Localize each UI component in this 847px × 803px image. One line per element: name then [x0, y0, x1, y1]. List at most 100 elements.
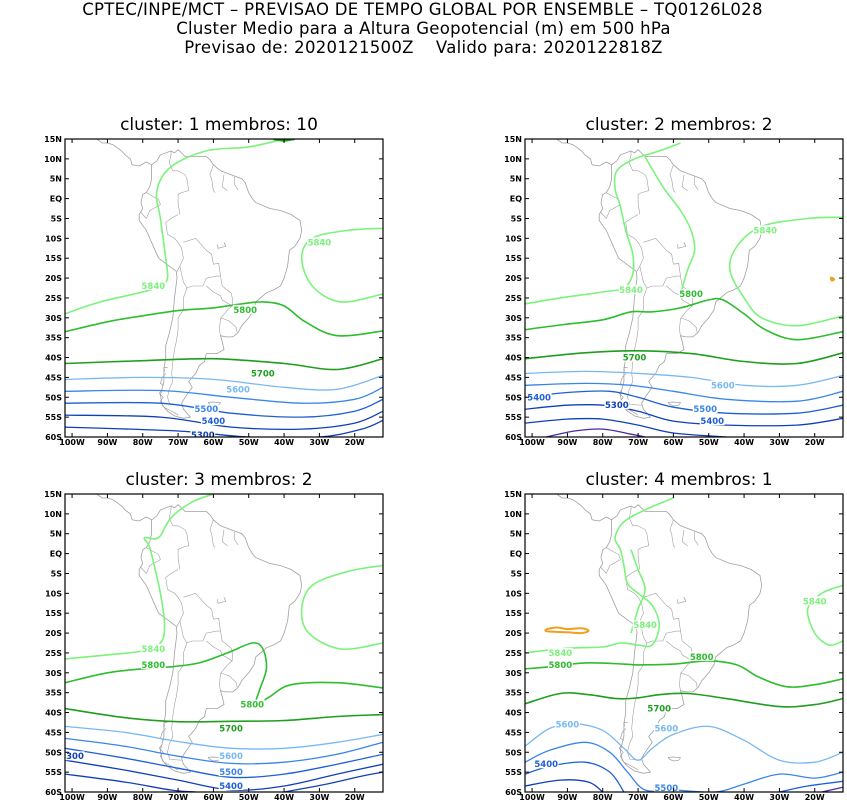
lon-label: 60W	[663, 438, 683, 447]
country-border	[600, 547, 621, 575]
lat-label: 10S	[45, 234, 62, 243]
lat-label: 15S	[45, 609, 62, 618]
country-border	[179, 592, 221, 644]
contour-label: 5840	[619, 286, 643, 296]
map-layer: 5840 5840 5840 5800 5800 5700 5600 5600 5400 5500	[525, 494, 843, 794]
lon-label: 70W	[168, 438, 188, 447]
contour-line	[65, 357, 383, 371]
contour-label-bg	[218, 767, 244, 777]
contour-line	[65, 747, 383, 779]
contour-label: 5700	[219, 724, 243, 734]
lat-label: 25S	[45, 649, 62, 658]
contour-label-bg	[225, 384, 251, 394]
coast-detail	[623, 722, 628, 727]
contour-label: 5840	[141, 282, 165, 292]
lat-label: 30S	[45, 669, 62, 678]
lat-label: 60S	[45, 433, 62, 442]
contour-label: 5800	[679, 290, 703, 300]
contour-label-bg	[201, 416, 226, 426]
lat-label: 30S	[45, 314, 62, 323]
coast-detail	[159, 373, 166, 386]
lon-label: 80W	[593, 438, 613, 447]
lat-label: 40S	[45, 709, 62, 718]
lat-label: 5S	[51, 569, 63, 578]
country-border	[639, 237, 681, 289]
central-america-coast	[542, 494, 612, 522]
figure-header: CPTEC/INPE/MCT – PREVISAO DE TEMPO GLOBA…	[0, 0, 847, 57]
country-border	[669, 519, 676, 548]
contour-label-bg	[547, 659, 573, 669]
contour-label-bg	[604, 400, 630, 410]
contour-label: 5800	[690, 653, 714, 663]
contour-line	[525, 417, 727, 437]
contour-line	[525, 403, 843, 427]
country-border	[221, 529, 228, 546]
lat-label: 35S	[45, 689, 62, 698]
lat-label: 20S	[505, 629, 522, 638]
lon-label: 20W	[805, 793, 825, 802]
contour-line	[65, 494, 214, 660]
lon-label: 90W	[557, 793, 577, 802]
contour-label-bg	[699, 416, 725, 426]
country-border	[625, 214, 644, 272]
contour-label-bg	[710, 380, 736, 390]
lat-label: 5S	[511, 569, 523, 578]
contour-label-bg	[193, 404, 219, 414]
lat-label: 30S	[505, 669, 522, 678]
lat-label: 45S	[45, 728, 62, 737]
contour-line	[65, 139, 285, 315]
lat-label: 15N	[504, 135, 522, 144]
contour-label-bg	[140, 643, 166, 653]
contour-label: 5800	[548, 661, 572, 671]
lon-label: 80W	[133, 438, 153, 447]
contour-label-bg	[653, 723, 679, 733]
lon-label: 20W	[345, 438, 365, 447]
lat-label: 15S	[45, 254, 62, 263]
lat-label: 60S	[45, 788, 62, 797]
lon-label: 90W	[97, 793, 117, 802]
contour-line	[525, 142, 681, 305]
country-border	[694, 531, 699, 546]
contour-label-bg	[555, 719, 580, 729]
lon-label: 100W	[519, 793, 545, 802]
contour-label-bg	[533, 759, 559, 769]
contour-label-bg	[802, 596, 828, 606]
lon-label: 60W	[203, 438, 223, 447]
contour-line	[300, 227, 383, 303]
country-border	[669, 164, 676, 193]
island	[217, 597, 227, 604]
lat-label: EQ	[510, 195, 522, 204]
map-panel-cluster-3: cluster: 3 membros: 2 5840 5800 5800 5700 560…	[44, 470, 384, 802]
contour-label-bg	[218, 751, 244, 761]
map-frame	[524, 493, 844, 793]
lon-label: 80W	[593, 793, 613, 802]
lat-label: 15N	[44, 135, 62, 144]
contour-label: 5800	[240, 701, 264, 711]
lat-label: 5N	[50, 175, 62, 184]
lon-label: 50W	[699, 793, 719, 802]
contour-label: 5700	[623, 354, 647, 364]
lat-label: 30S	[505, 314, 522, 323]
contour-line	[829, 276, 836, 282]
lon-label: 100W	[519, 438, 545, 447]
coastline	[138, 149, 303, 419]
lat-label: 15N	[504, 490, 522, 499]
country-border	[140, 547, 161, 575]
contour-label-bg	[232, 304, 258, 314]
country-border	[220, 317, 238, 333]
country-border	[628, 505, 650, 570]
map-panel-cluster-2: cluster: 2 membros: 2 5840 5840 5800 5700 560…	[504, 115, 844, 447]
coast-detail	[618, 744, 639, 771]
contour-label: 5400	[700, 417, 724, 427]
contour-label: 5500	[654, 784, 678, 794]
lon-label: 60W	[203, 793, 223, 802]
country-border	[221, 174, 228, 191]
contour-line	[65, 773, 196, 792]
contour-label-bg	[140, 281, 166, 291]
lat-label: 10N	[504, 155, 522, 164]
contour-label: 5840	[141, 645, 165, 655]
contour-label: 5840	[308, 238, 332, 248]
contour-label-bg	[526, 392, 552, 402]
country-border	[680, 672, 698, 688]
